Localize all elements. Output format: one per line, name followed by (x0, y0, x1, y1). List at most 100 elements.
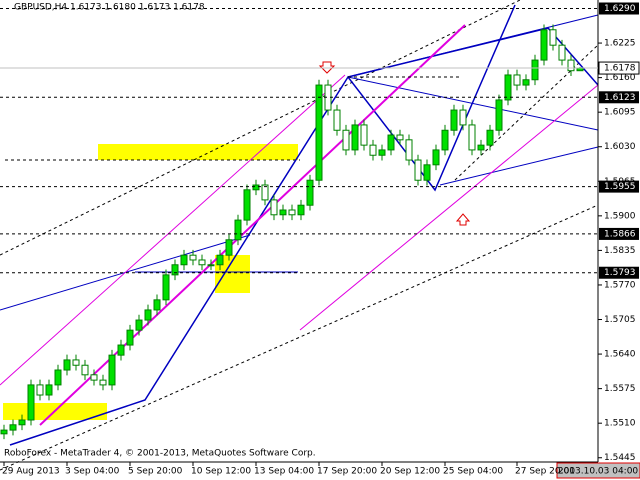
candle-body (423, 164, 431, 181)
candle-body (522, 79, 530, 86)
candle-body (486, 129, 494, 146)
channel-line (439, 146, 599, 186)
candle-body (9, 424, 17, 431)
cursor-label: 2013.10.03 04:00 (558, 467, 639, 477)
candle-body (63, 359, 71, 371)
candle-body (261, 184, 269, 201)
y-tick-label: 1.5705 (604, 315, 636, 325)
candle-body (315, 84, 323, 181)
candle-body (387, 134, 395, 151)
level-label: 1.5955 (604, 182, 636, 192)
candle-body (126, 329, 134, 346)
candle-body (45, 384, 53, 396)
channel-line (347, 76, 599, 131)
y-tick-label: 1.5510 (604, 419, 636, 429)
candle-body (162, 274, 170, 301)
candle-body (81, 364, 89, 376)
candle-body (153, 299, 161, 311)
x-tick-label: 20 Sep 12:00 (380, 467, 440, 477)
x-tick-label: 10 Sep 12:00 (191, 467, 251, 477)
candle-body (360, 124, 368, 146)
candle-body (144, 309, 152, 321)
y-tick-label: 1.6225 (604, 39, 636, 49)
y-tick-label: 1.5835 (604, 246, 636, 256)
candle-body (396, 134, 404, 141)
candle-body (207, 264, 215, 267)
candle-body (567, 59, 575, 72)
candle-body (180, 254, 188, 266)
candle-body (99, 379, 107, 386)
candle-body (441, 129, 449, 151)
candle-body (108, 354, 116, 386)
trend-line (0, 0, 521, 256)
x-tick-label: 27 Sep 20:00 (515, 467, 575, 477)
candle-body (513, 74, 521, 86)
level-box (599, 2, 639, 15)
channel-line (347, 14, 599, 78)
level-label: 1.5866 (604, 229, 636, 239)
bid-box (598, 61, 640, 75)
cursor-box (556, 462, 640, 479)
y-tick-label: 1.6095 (604, 108, 636, 118)
arrow-down (318, 61, 336, 74)
footer: RoboForex - MetaTrader 4, © 2001-2013, M… (4, 449, 316, 459)
candle-body (72, 359, 80, 366)
candle-body (27, 384, 35, 421)
x-tick-label: 13 Sep 04:00 (254, 467, 314, 477)
candle-body (369, 144, 377, 156)
candle-body (351, 124, 359, 151)
trend-line (0, 74, 346, 386)
y-tick-label: 1.6030 (604, 142, 636, 152)
plot (0, 24, 584, 440)
level-label: 1.6290 (604, 4, 636, 14)
x-tick-label: 25 Sep 04:00 (443, 467, 503, 477)
y-tick-label: 1.5445 (604, 453, 636, 463)
candle-body (540, 29, 548, 61)
level-box (599, 180, 639, 193)
bid-label: 1.6178 (604, 64, 636, 74)
level-box (599, 227, 639, 240)
candle-body (450, 109, 458, 131)
candle-body (495, 99, 503, 131)
candle-body (405, 139, 413, 161)
candle-body (378, 149, 386, 156)
x-tick-label: 17 Sep 20:00 (317, 467, 377, 477)
candle-body (90, 374, 98, 381)
trend-line (0, 204, 599, 471)
x-tick-label: 5 Sep 20:00 (128, 467, 183, 477)
trend-line (299, 84, 599, 331)
annotations (0, 0, 599, 471)
candle-body (243, 189, 251, 221)
candle-body (252, 184, 260, 191)
candle-body (189, 254, 197, 261)
candle-body (18, 419, 26, 426)
candle-body (135, 319, 143, 331)
candle-body (279, 209, 287, 216)
candle-body (468, 124, 476, 151)
level-box (599, 91, 639, 104)
x-tick-label: 29 Aug 2013 (2, 467, 60, 477)
candle-body (531, 59, 539, 81)
candle-body (504, 74, 512, 101)
candle-body (234, 219, 242, 241)
candle-body (0, 429, 8, 435)
candle-body (297, 204, 305, 216)
level-label: 1.6123 (604, 93, 636, 103)
candle-body (432, 149, 440, 166)
level-box (599, 266, 639, 279)
candle-body (171, 264, 179, 276)
y-tick-label: 1.5770 (604, 280, 636, 290)
candle-body (333, 109, 341, 131)
zone (98, 144, 298, 160)
arrow-up (455, 213, 471, 226)
candle-body (288, 209, 296, 216)
level-label: 1.5793 (604, 268, 636, 278)
candle-body (216, 254, 224, 266)
candle-body (549, 29, 557, 46)
chart-title: GBPUSD,H4 1.6173 1.6180 1.6173 1.6178 (14, 3, 205, 13)
y-tick-label: 1.5575 (604, 384, 636, 394)
candle-body (459, 109, 467, 126)
candle-body (36, 384, 44, 396)
